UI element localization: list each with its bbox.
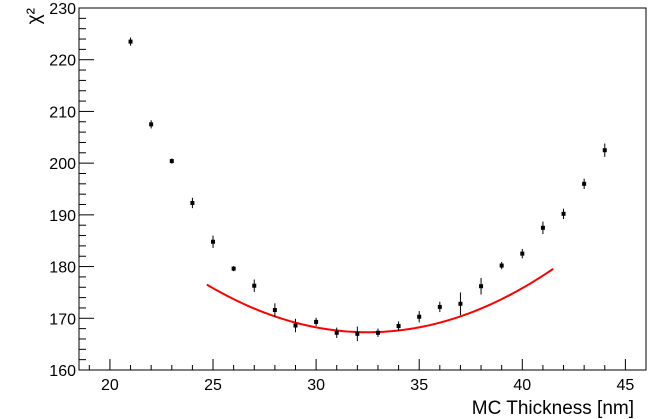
data-point <box>520 248 525 259</box>
y-tick-label: 170 <box>49 311 76 328</box>
data-point <box>561 208 566 219</box>
point-marker <box>252 283 257 288</box>
point-marker <box>499 263 504 268</box>
point-marker <box>396 324 401 329</box>
point-marker <box>314 319 319 324</box>
data-point <box>355 326 360 342</box>
data-point <box>602 143 607 157</box>
data-point <box>293 318 298 333</box>
data-point <box>375 328 380 337</box>
point-marker <box>540 225 545 230</box>
point-marker <box>520 251 525 256</box>
point-marker <box>602 148 607 153</box>
point-marker <box>479 284 484 289</box>
point-marker <box>437 304 442 309</box>
y-tick-label: 230 <box>49 1 76 18</box>
x-tick-label: 20 <box>101 377 119 394</box>
point-marker <box>458 301 463 306</box>
plot-frame <box>78 7 647 371</box>
data-point <box>231 266 236 272</box>
data-point <box>540 221 545 234</box>
point-marker <box>293 323 298 328</box>
point-marker <box>375 330 380 335</box>
axis-ticks <box>79 7 647 371</box>
data-point <box>149 120 154 129</box>
data-point <box>396 321 401 331</box>
tick-labels: 20 25 30 35 40 45 160 170 180 190 200 210 220 230 <box>49 1 634 394</box>
point-marker <box>561 211 566 216</box>
x-tick-label: 30 <box>307 377 325 394</box>
point-marker <box>417 314 422 319</box>
y-tick-label: 210 <box>49 104 76 121</box>
data-points <box>128 37 607 342</box>
data-point <box>211 235 216 248</box>
point-marker <box>128 39 133 44</box>
data-point <box>499 261 504 270</box>
point-marker <box>169 159 174 164</box>
y-axis-title: χ² <box>24 8 45 24</box>
data-point <box>437 301 442 313</box>
data-point <box>334 327 339 338</box>
point-marker <box>231 266 236 271</box>
x-tick-label: 25 <box>204 377 222 394</box>
data-point <box>190 197 195 209</box>
point-marker <box>149 122 154 127</box>
fit-curve <box>206 267 554 334</box>
y-tick-label: 200 <box>49 156 76 173</box>
y-tick-label: 220 <box>49 53 76 70</box>
point-marker <box>190 200 195 205</box>
x-tick-label: 40 <box>513 377 531 394</box>
data-point <box>252 279 257 292</box>
data-point <box>314 317 319 327</box>
plot-border <box>78 7 647 371</box>
point-marker <box>334 330 339 335</box>
data-point <box>169 158 174 164</box>
data-point <box>272 303 277 317</box>
data-point <box>582 178 587 189</box>
x-axis-title: MC Thickness [nm] <box>472 398 634 419</box>
point-marker <box>272 308 277 313</box>
data-point <box>128 37 133 46</box>
data-point <box>458 292 463 316</box>
fit-curve-group <box>206 267 554 334</box>
data-point <box>479 277 484 295</box>
y-tick-label: 190 <box>49 208 76 225</box>
x-tick-label: 35 <box>410 377 428 394</box>
point-marker <box>355 331 360 336</box>
point-marker <box>211 239 216 244</box>
x-tick-label: 45 <box>616 377 634 394</box>
y-tick-label: 180 <box>49 260 76 277</box>
y-tick-label: 160 <box>49 363 76 380</box>
point-marker <box>582 181 587 186</box>
data-point <box>417 311 422 323</box>
